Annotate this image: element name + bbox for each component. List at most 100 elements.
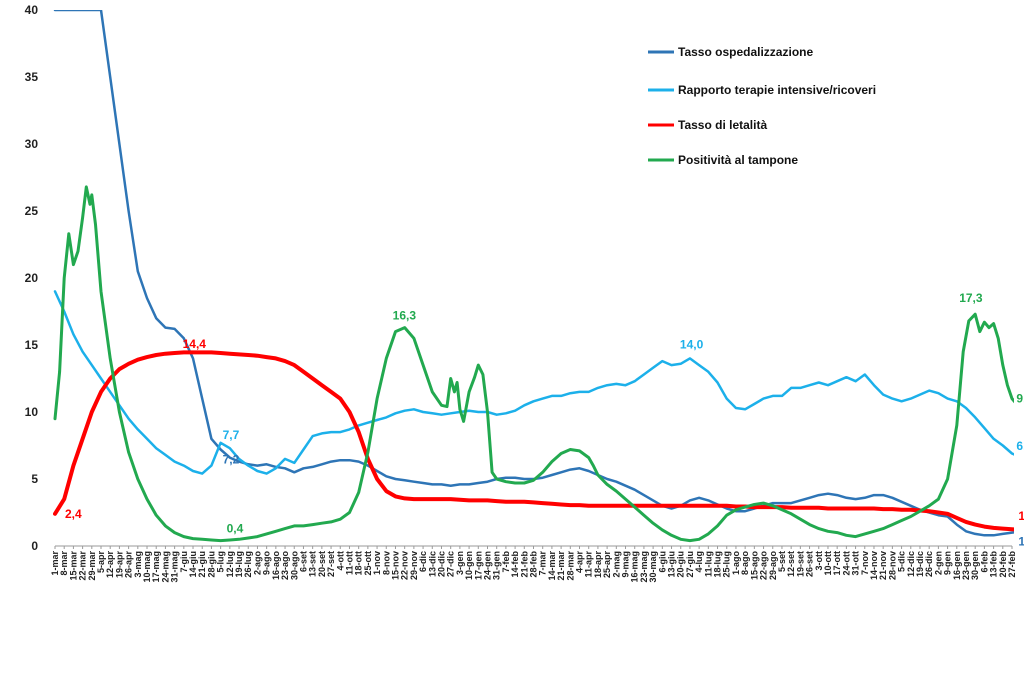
legend-label: Rapporto terapie intensive/ricoveri (678, 83, 876, 97)
x-tick-label: 26-lug (243, 551, 253, 578)
x-tick-label: 7-mar (538, 551, 548, 576)
x-tick-label: 1-mar (50, 551, 60, 576)
x-tick-label: 10-ott (823, 551, 833, 576)
series-line (53, 290, 1014, 475)
x-tick-label: 14-giu (188, 551, 198, 578)
x-tick-label: 25-lug (722, 551, 732, 578)
x-tick-label: 20-feb (998, 551, 1008, 578)
x-tick-label: 11-lug (703, 551, 713, 577)
legend-label: Tasso ospedalizzazione (678, 45, 813, 59)
x-tick-label: 18-apr (593, 551, 603, 579)
y-tick-label: 35 (25, 70, 39, 84)
x-tick-label: 21-giu (197, 551, 207, 578)
x-tick-label: 24-gen (482, 551, 492, 580)
x-tick-label: 26-set (805, 551, 815, 577)
data-label: 1,1 (1018, 534, 1024, 548)
x-tick-label: 11-apr (584, 551, 594, 578)
data-label: 14,0 (680, 337, 704, 351)
y-tick-label: 30 (25, 137, 39, 151)
x-tick-label: 3-gen (455, 551, 465, 575)
x-tick-label: 6-set (298, 551, 308, 572)
legend: Tasso ospedalizzazione Rapporto terapie i… (648, 45, 876, 167)
x-tick-label: 9-mag (621, 551, 631, 578)
data-label: 16,3 (393, 309, 417, 323)
x-tick-label: 6-dic (418, 551, 428, 572)
x-tick-label: 23-gen (961, 551, 971, 580)
x-tick-label: 4-lug (694, 551, 704, 573)
x-tick-label: 11-ott (344, 551, 354, 575)
x-tick-label: 4-apr (575, 551, 585, 574)
x-tick-label: 17-gen (473, 551, 483, 580)
series-line (53, 185, 1014, 543)
x-tick-label: 3-ott (814, 551, 824, 571)
x-tick-label: 7-feb (501, 551, 511, 573)
x-tick-label: 2-mag (611, 551, 621, 578)
x-tick-label: 14-nov (869, 551, 879, 580)
x-tick-label: 9-gen (943, 551, 953, 575)
data-label: 14,4 (183, 337, 207, 351)
x-tick-label: 22-nov (400, 551, 410, 580)
x-tick-label: 24-mag (160, 551, 170, 583)
x-tick-label: 13-feb (989, 551, 999, 578)
y-tick-label: 40 (25, 3, 39, 17)
x-tick-label: 2-ago (252, 551, 262, 576)
x-tick-label: 8-ago (740, 551, 750, 576)
x-tick-label: 21-nov (878, 551, 888, 580)
x-tick-label: 28-mar (565, 551, 575, 581)
x-tick-label: 19-dic (915, 551, 925, 577)
x-tick-label: 19-apr (114, 551, 124, 579)
legend-label: Positività al tampone (678, 153, 798, 167)
series-layer (53, 10, 1014, 543)
data-labels: 2,4 14,4 7,7 7,2 0,4 16,3 14,0 17,3 9,8 6,4 1,2 1,1 (65, 291, 1024, 548)
x-tick-label: 13-giu (667, 551, 677, 578)
x-tick-label: 12-set (786, 551, 796, 577)
x-tick-label: 5-set (777, 551, 787, 572)
x-tick-label: 1-ago (731, 551, 741, 576)
x-tick-label: 27-set (326, 551, 336, 577)
x-tick-label: 10-mag (142, 551, 152, 583)
x-tick-label: 22-mar (78, 551, 88, 581)
x-tick-label: 17-ott (832, 551, 842, 576)
x-tick-label: 14-mar (547, 551, 557, 581)
y-tick-label: 5 (31, 472, 38, 486)
x-tick-label: 28-giu (206, 551, 216, 578)
x-tick-label: 12-apr (105, 551, 115, 579)
x-tick-label: 30-ago (289, 551, 299, 581)
data-label: 0,4 (227, 522, 244, 536)
x-tick-label: 12-dic (906, 551, 916, 577)
x-tick-label: 8-mar (59, 551, 69, 576)
x-tick-label: 5-dic (897, 551, 907, 572)
x-tick-label: 7-nov (860, 551, 870, 575)
x-tick-label: 19-set (795, 551, 805, 577)
x-tick-label: 9-ago (262, 551, 272, 576)
x-tick-label: 29-mar (87, 551, 97, 581)
x-tick-label: 26-dic (924, 551, 934, 577)
x-tick-label: 15-ago (749, 551, 759, 581)
x-tick-label: 28-nov (887, 551, 897, 580)
x-tick-label: 29-nov (409, 551, 419, 580)
x-tick-label: 5-lug (216, 551, 226, 573)
x-tick-label: 16-mag (630, 551, 640, 583)
x-tick-label: 6-feb (979, 551, 989, 573)
x-tick-label: 25-apr (602, 551, 612, 579)
x-tick-label: 20-set (317, 551, 327, 577)
x-tick-label: 15-mar (68, 551, 78, 581)
x-tick-label: 27-feb (1007, 551, 1017, 578)
x-tick-label: 24-ott (841, 551, 851, 576)
x-tick-label: 21-feb (519, 551, 529, 578)
data-label: 1,2 (1018, 509, 1024, 523)
x-tick-label: 10-gen (464, 551, 474, 580)
x-tick-label: 22-ago (759, 551, 769, 581)
x-tick-label: 31-ott (851, 551, 861, 576)
series-line (53, 10, 1014, 537)
data-label: 17,3 (959, 291, 983, 305)
y-axis: 0 5 10 15 20 25 30 35 40 (25, 3, 39, 553)
x-tick-label: 20-dic (436, 551, 446, 577)
series-line (53, 350, 1014, 532)
x-tick-label: 6-giu (657, 551, 667, 573)
x-tick-label: 2-gen (933, 551, 943, 575)
x-tick-label: 30-gen (970, 551, 980, 580)
y-tick-label: 20 (25, 271, 39, 285)
x-tick-label: 27-dic (446, 551, 456, 577)
